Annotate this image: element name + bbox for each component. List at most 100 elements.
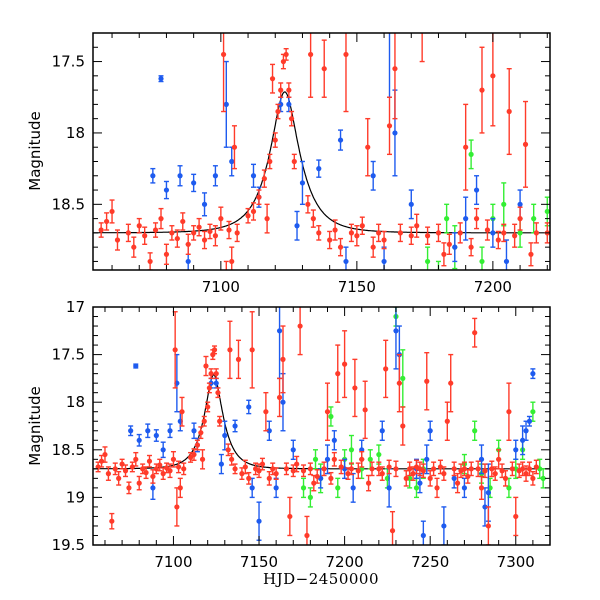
data-marker: [196, 224, 202, 230]
data-marker: [234, 230, 240, 236]
data-point-red: [194, 439, 201, 451]
data-point-red: [533, 459, 539, 475]
data-point-red: [400, 406, 406, 446]
data-marker: [468, 244, 474, 250]
data-marker: [116, 475, 122, 481]
data-marker: [370, 244, 376, 250]
data-marker: [261, 176, 267, 182]
data-marker: [211, 347, 218, 353]
data-marker: [492, 471, 498, 477]
data-marker: [128, 428, 134, 434]
data-marker: [343, 51, 349, 58]
data-marker: [316, 230, 322, 236]
data-marker: [482, 468, 488, 474]
data-point-red: [280, 325, 286, 394]
data-point-blue: [463, 196, 469, 241]
data-marker: [468, 466, 474, 472]
data-marker: [335, 485, 341, 491]
data-marker: [288, 116, 295, 122]
data-point-blue: [331, 430, 337, 451]
data-point-red: [235, 339, 242, 380]
y-tick-label: 18: [66, 124, 85, 142]
data-marker: [350, 485, 356, 491]
data-marker: [172, 347, 178, 353]
data-marker: [495, 237, 501, 243]
data-marker: [167, 468, 173, 474]
data-marker: [444, 216, 450, 222]
plot-area: [93, 33, 550, 361]
data-point-red: [157, 458, 163, 472]
data-marker: [430, 330, 435, 335]
data-marker: [229, 456, 235, 462]
data-marker: [213, 371, 219, 377]
data-point-red: [273, 467, 279, 481]
data-marker: [383, 366, 389, 372]
data-point-red: [369, 461, 375, 477]
data-point-blue: [473, 175, 480, 206]
data-marker: [153, 432, 159, 439]
data-point-red: [227, 320, 233, 380]
data-marker: [321, 66, 327, 72]
data-point-red: [280, 53, 287, 70]
data-point-red: [201, 230, 208, 250]
data-marker: [501, 201, 507, 207]
data-point-red: [305, 195, 311, 214]
data-point-red: [465, 469, 471, 484]
data-marker: [485, 523, 491, 529]
data-marker: [112, 466, 118, 472]
data-point-red: [430, 304, 435, 361]
series-green: [424, 139, 550, 270]
data-marker: [479, 258, 485, 265]
data-point-blue: [316, 159, 322, 178]
data-marker: [125, 230, 131, 236]
data-marker: [484, 227, 491, 233]
x-tick-label: 7100: [202, 278, 240, 296]
data-marker: [185, 241, 191, 247]
data-point-red: [337, 237, 344, 257]
data-point-blue: [250, 163, 257, 188]
data-point-red: [308, 33, 314, 98]
data-point-blue: [191, 422, 197, 440]
data-point-red: [304, 515, 310, 545]
data-marker: [142, 233, 148, 239]
data-point-red: [150, 469, 156, 484]
data-marker: [191, 180, 197, 186]
data-marker: [278, 101, 284, 107]
data-point-red: [520, 461, 526, 477]
data-marker: [461, 466, 468, 472]
data-point-blue: [441, 506, 447, 545]
data-marker: [304, 532, 310, 539]
data-point-red: [199, 449, 206, 470]
data-marker: [332, 227, 338, 233]
data-point-red: [250, 202, 257, 221]
data-marker: [506, 108, 512, 115]
data-marker: [420, 532, 426, 539]
data-point-red: [332, 219, 338, 241]
data-marker: [185, 258, 191, 265]
model-curve: [93, 91, 550, 234]
data-point-red: [267, 153, 273, 170]
data-point-green: [307, 487, 313, 508]
data-point-blue: [153, 429, 159, 442]
data-point-green: [479, 246, 485, 270]
data-marker: [291, 158, 297, 165]
data-marker: [397, 230, 403, 236]
data-point-green: [424, 246, 431, 270]
data-marker: [496, 456, 502, 462]
data-point-green: [501, 182, 507, 227]
data-marker: [490, 73, 496, 79]
data-point-blue: [218, 453, 224, 475]
data-marker: [150, 485, 156, 491]
data-marker: [451, 475, 457, 481]
data-marker: [509, 466, 515, 472]
data-point-red: [348, 223, 355, 243]
data-marker: [461, 485, 468, 491]
data-marker: [392, 66, 398, 72]
data-point-red: [246, 471, 252, 485]
data-marker: [231, 144, 238, 150]
data-marker: [226, 227, 232, 233]
data-marker: [215, 390, 221, 396]
data-point-red: [261, 169, 267, 188]
data-point-red: [170, 451, 177, 468]
data-marker: [201, 201, 208, 207]
